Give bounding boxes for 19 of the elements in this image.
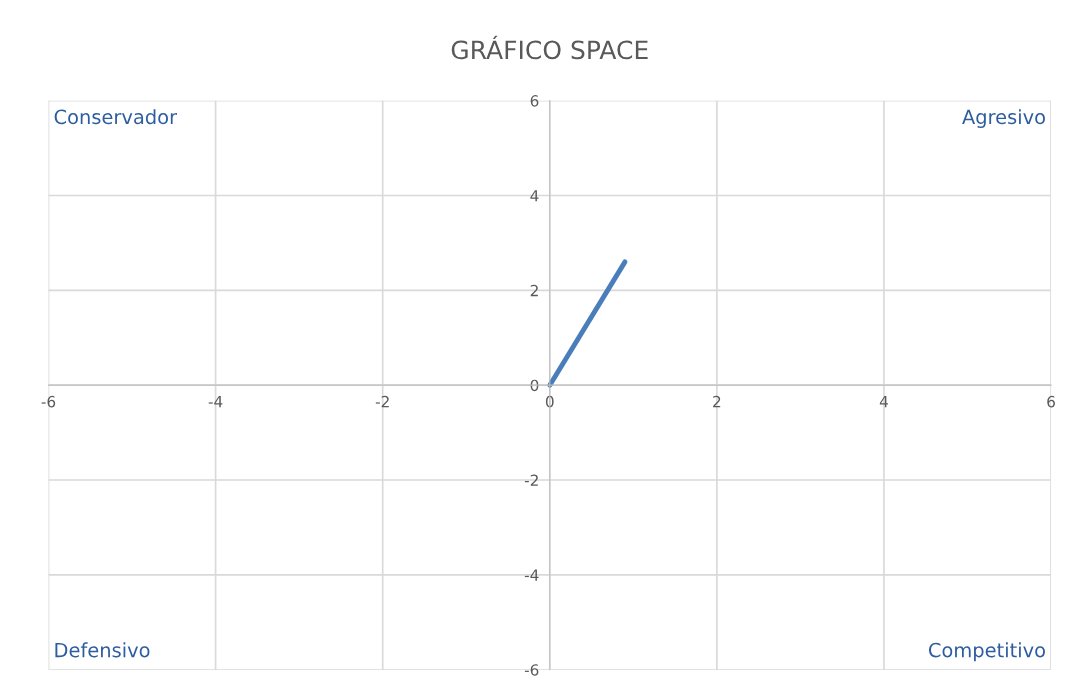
- y-tick-label: -4: [524, 569, 539, 581]
- y-tick-label: 2: [530, 284, 538, 297]
- x-tick-label: 4: [879, 396, 888, 408]
- y-tick-label: 0: [530, 379, 539, 392]
- annotation: Agresivo: [962, 109, 1045, 128]
- annotation: Competitivo: [928, 642, 1045, 662]
- x-tick-label: 0: [545, 395, 554, 408]
- x-tick-label: 6: [1047, 395, 1055, 408]
- annotation: Conservador: [54, 109, 178, 125]
- x-tick-label: -6: [41, 395, 56, 408]
- x-tick-label: -4: [208, 396, 223, 408]
- y-tick-label: 4: [530, 190, 539, 202]
- x-tick-label: 2: [713, 395, 721, 408]
- x-tick-label: -2: [375, 395, 389, 408]
- annotation: Defensivo: [55, 642, 150, 658]
- y-tick-label: 6: [530, 95, 539, 107]
- y-tick-label: -6: [524, 664, 539, 676]
- y-tick-label: -2: [524, 474, 538, 486]
- chart-title: GRÁFICO SPACE: [451, 35, 648, 60]
